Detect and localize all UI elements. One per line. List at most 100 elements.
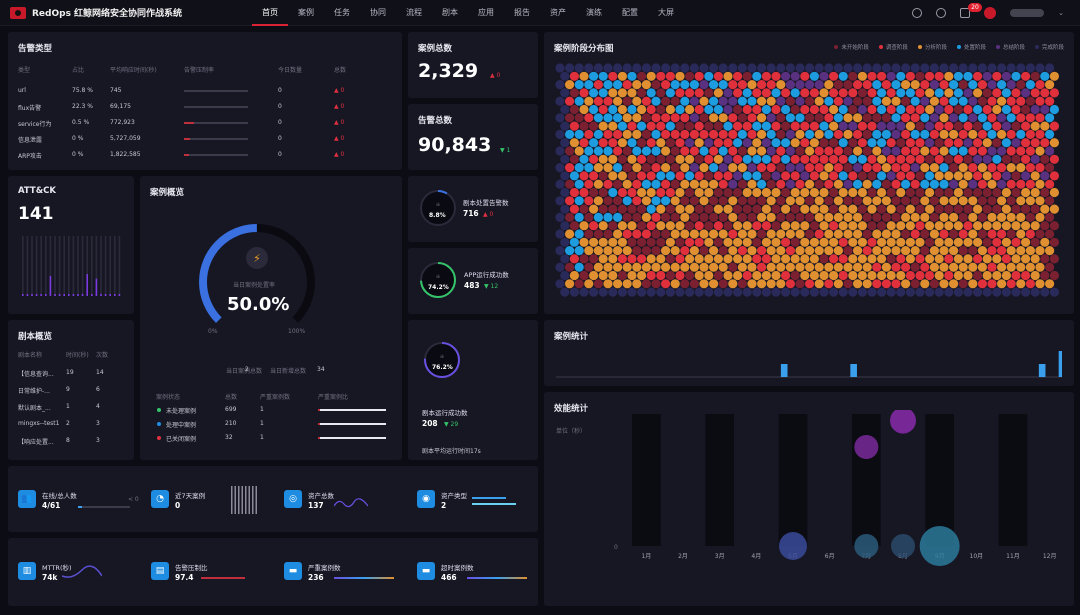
hex-cell (1016, 113, 1026, 123)
username-masked[interactable] (1010, 9, 1045, 17)
legend-item[interactable]: 未开始阶段 (834, 43, 869, 51)
avatar[interactable] (984, 7, 997, 19)
nav-tasks[interactable]: 任务 (334, 8, 350, 17)
hex-cell (973, 187, 983, 198)
hex-cell (925, 204, 935, 214)
nav-flow[interactable]: 流程 (406, 8, 422, 17)
legend-item[interactable]: 分析阶段 (917, 43, 947, 51)
nav-bigscreen[interactable]: 大屏 (658, 8, 674, 17)
nav-drill[interactable]: 演练 (586, 8, 602, 17)
hex-cell (689, 129, 699, 139)
nav-home[interactable]: 首页 (252, 0, 288, 26)
legend-item[interactable]: 处置阶段 (956, 43, 986, 51)
hex-cell (963, 254, 973, 264)
location-icon[interactable] (912, 8, 923, 18)
hex-cell (632, 96, 642, 106)
kpi-label: MTTR(秒) (42, 564, 72, 572)
hex-cell (589, 237, 599, 247)
hex-cell (651, 80, 661, 90)
gauge-max: 100% (288, 328, 306, 335)
hex-cell (771, 237, 781, 247)
playbook-alert-panel: ılı 8.8% 剧本处置告警数 716 ▲ 0 (408, 176, 538, 242)
hex-cell (833, 63, 843, 73)
hex-cell (848, 138, 858, 148)
hex-cell (910, 262, 920, 272)
case-stats-bar (1038, 364, 1046, 377)
kpi-value: 74k (42, 573, 58, 582)
hex-cell (560, 287, 570, 297)
hex-cell (646, 171, 656, 181)
hex-cell (737, 163, 747, 173)
hex-cell (1035, 129, 1045, 139)
hex-cell (790, 221, 800, 231)
hex-cell (905, 254, 915, 264)
hex-cell (982, 104, 992, 115)
nav-collab[interactable]: 协同 (370, 8, 386, 17)
hex-cell (565, 212, 575, 222)
nav-apps[interactable]: 应用 (478, 8, 494, 17)
hex-cell (833, 196, 843, 206)
hex-cell (809, 71, 819, 81)
hex-cell (853, 146, 863, 156)
hex-cell (968, 262, 978, 272)
month-label: 2月 (678, 553, 688, 560)
today-total-label: 当日案例总数 (226, 368, 263, 375)
app-logo[interactable]: RedOps 红鲸网络安全协同作战系统 (10, 6, 240, 19)
hex-cell (1035, 229, 1045, 239)
hex-cell (713, 171, 723, 181)
hex-cell (987, 163, 997, 173)
suppress-bar-track (184, 154, 248, 156)
bell-icon[interactable] (936, 8, 947, 18)
hex-cell (795, 179, 805, 189)
nav-report[interactable]: 报告 (514, 8, 530, 17)
hex-cell (819, 237, 829, 247)
hex-cell (1035, 146, 1045, 156)
hex-cell (848, 237, 858, 247)
hex-cell (737, 129, 747, 139)
alert-type-time: 69,175 (110, 103, 131, 110)
hex-cell (992, 254, 1002, 264)
hex-cell (641, 63, 651, 73)
hex-cell (694, 270, 704, 281)
hex-cell (757, 129, 767, 139)
nav-config[interactable]: 配置 (622, 8, 638, 17)
hex-cell (809, 121, 819, 131)
playbook-name[interactable]: 日常维护-... (18, 388, 50, 395)
hex-cell (622, 279, 632, 289)
playbook-name[interactable]: 【响应处置... (18, 439, 54, 446)
hex-cell (1030, 270, 1040, 281)
hex-cell (1011, 187, 1021, 198)
hex-cell (934, 287, 944, 297)
nav-assets[interactable]: 资产 (550, 8, 566, 17)
hex-cell (579, 287, 589, 297)
hex-cell (704, 221, 714, 231)
hex-cell (1035, 262, 1045, 272)
nav-playbook[interactable]: 剧本 (442, 8, 458, 17)
case-status-name: 未处理案例 (166, 408, 197, 415)
hex-cell (565, 113, 575, 123)
today-open-value: 34 (317, 366, 325, 373)
legend-item[interactable]: 调查阶段 (878, 43, 908, 51)
hex-cell (699, 113, 709, 123)
weekly-bar (238, 486, 240, 514)
playbook-name[interactable]: 默认剧本_... (18, 405, 51, 412)
alert-type-time: 772,923 (110, 119, 135, 126)
legend-item[interactable]: 总结阶段 (995, 43, 1025, 51)
hex-cell (853, 262, 863, 272)
message-icon[interactable]: 20 (960, 3, 982, 18)
hex-cell (843, 212, 853, 222)
hex-cell (805, 129, 815, 139)
hex-cell (694, 171, 704, 181)
playbook-name[interactable]: mingxs--test1 (18, 420, 60, 427)
nav-cases[interactable]: 案例 (298, 8, 314, 17)
alert-types-header: 平均响应时间(秒) (110, 67, 157, 74)
playbook-name[interactable]: 【信息查询... (18, 371, 54, 378)
hex-cell (565, 179, 575, 189)
alert-type-ratio: 0 % (72, 135, 84, 142)
legend-item[interactable]: 完成阶段 (1034, 43, 1064, 51)
chevron-down-icon[interactable]: ⌄ (1058, 9, 1064, 17)
hex-cell (632, 212, 642, 222)
hex-cell (728, 63, 738, 73)
hex-cell (598, 237, 608, 247)
hex-cell (1045, 163, 1055, 173)
